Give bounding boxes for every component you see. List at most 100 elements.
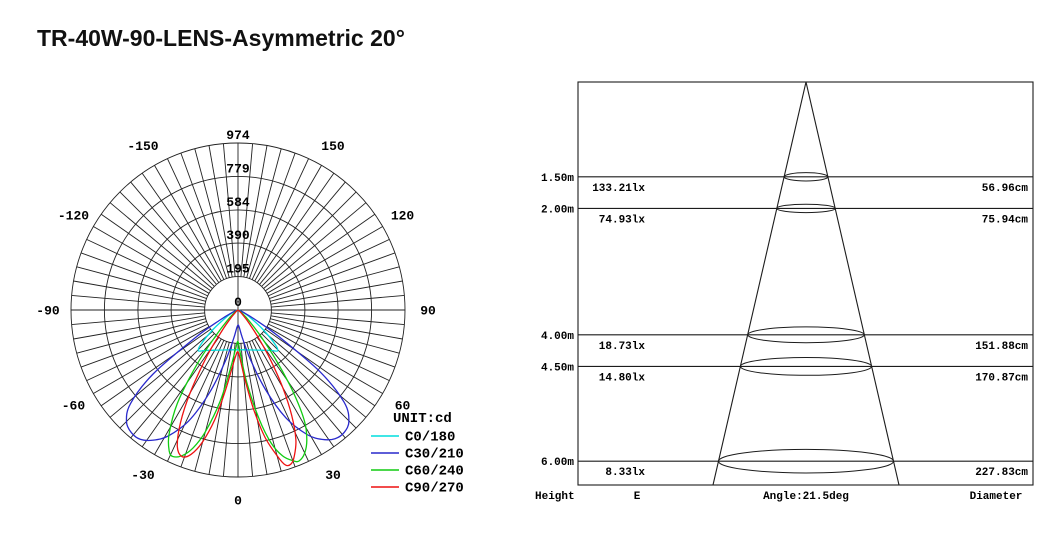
polar-spoke [266,326,383,394]
polar-angle-labels: -150 -120 -90 -60 -30 0 30 60 90 120 150 [36,139,436,509]
polar-spoke [180,341,228,468]
angle-label: 60 [395,399,411,414]
polar-spoke [141,337,220,448]
polar-series-C90-270 [176,309,297,467]
polar-series-C30-210 [125,309,350,442]
beam-ellipse [718,448,894,474]
diameter-label: 151.88cm [975,341,1028,353]
diameter-label: 170.87cm [975,372,1028,384]
polar-spoke [248,152,296,279]
polar-intensity-chart: 974 779 584 390 195 0 -150 -120 -90 -60 -30 0 30 60 90… [36,128,464,509]
polar-series-C0-180 [197,309,279,352]
illuminance-label: 74.93lx [599,214,646,226]
polar-grid [70,142,406,478]
polar-spoke [263,331,367,418]
polar-spoke [251,340,310,462]
polar-series-C60-240 [167,309,308,463]
polar-spoke [93,326,210,394]
angle-label: 0 [234,494,242,509]
polar-spoke [154,165,222,282]
diameter-label: 75.94cm [982,214,1029,226]
polar-spoke [269,320,396,368]
polar-spoke [180,152,228,279]
polar-spoke [80,252,207,300]
polar-spoke [93,226,210,294]
polar-spoke [265,213,376,292]
polar-spoke [259,181,346,285]
illuminance-label: 18.73lx [599,341,646,353]
cone-box [577,81,1034,486]
diameter-label: 56.96cm [982,183,1029,195]
polar-spoke [100,213,211,292]
polar-spoke [254,165,322,282]
polar-spoke [270,315,403,340]
polar-spoke [270,280,403,305]
cone-diagram-labels: 1.50m 133.21lx 56.96cm 2.00m 74.93lx 75.94cm 4… [535,173,1028,503]
polar-spoke [270,318,400,354]
footer-diameter-label: Diameter [970,491,1023,503]
legend-item-label: C30/210 [405,447,464,463]
polar-spoke [71,294,205,308]
polar-spoke [141,172,220,283]
legend-item-label: C60/240 [405,464,464,480]
polar-spoke [166,340,225,462]
polar-spoke [208,342,233,475]
beam-ellipse [776,203,836,214]
radial-tick-label: 0 [234,295,242,310]
polar-spoke [248,341,296,468]
polar-spoke [259,335,346,439]
polar-spoke [256,172,335,283]
height-label: 2.00m [541,204,574,216]
polar-spoke [73,280,206,305]
polar-spoke [86,238,208,297]
footer-e-label: E [634,491,641,503]
beam-ellipse [747,326,865,344]
polar-spoke [266,226,383,294]
polar-spoke [100,328,211,407]
cone-edge-left [712,81,807,486]
page-title: TR-40W-90-LENS-Asymmetric 20° [37,25,405,51]
polar-spoke [268,238,390,297]
polar-spoke [130,181,217,285]
polar-curves [125,309,350,467]
polar-spoke [80,320,207,368]
polar-spoke [76,318,206,354]
angle-label: 150 [321,139,345,154]
legend-item-label: C0/180 [405,430,455,446]
polar-spoke [109,202,213,289]
polar-spoke [130,335,217,439]
angle-label: 90 [420,304,436,319]
radial-tick-label: 584 [226,195,250,210]
height-label: 6.00m [541,457,574,469]
polar-spoke [256,337,335,448]
polar-spoke [166,158,225,280]
footer-angle-label: Angle:21.5deg [763,491,849,503]
footer-height-label: Height [535,491,575,503]
height-label: 4.50m [541,362,574,374]
angle-label: -30 [131,468,155,483]
polar-radial-labels: 974 779 584 390 195 0 [226,128,250,310]
illuminance-label: 14.80lx [599,372,646,384]
polar-spoke [208,145,233,278]
polar-spoke [243,145,268,278]
angle-label: 30 [325,468,341,483]
polar-spoke [86,323,208,382]
angle-label: -150 [127,139,158,154]
polar-spoke [76,266,206,302]
polar-spoke [265,328,376,407]
height-label: 1.50m [541,173,574,185]
legend-item-label: C90/270 [405,481,464,497]
radial-tick-label: 390 [226,228,250,243]
illuminance-label: 133.21lx [592,183,645,195]
illuminance-label: 8.33lx [605,467,645,479]
legend-unit-label: UNIT:cd [393,411,452,427]
polar-spoke [251,158,310,280]
polar-spoke [263,202,367,289]
polar-spoke [119,191,215,287]
angle-label: -90 [36,304,60,319]
polar-spoke [271,312,405,326]
diameter-label: 227.83cm [975,467,1028,479]
cone-edge-right [805,81,900,486]
